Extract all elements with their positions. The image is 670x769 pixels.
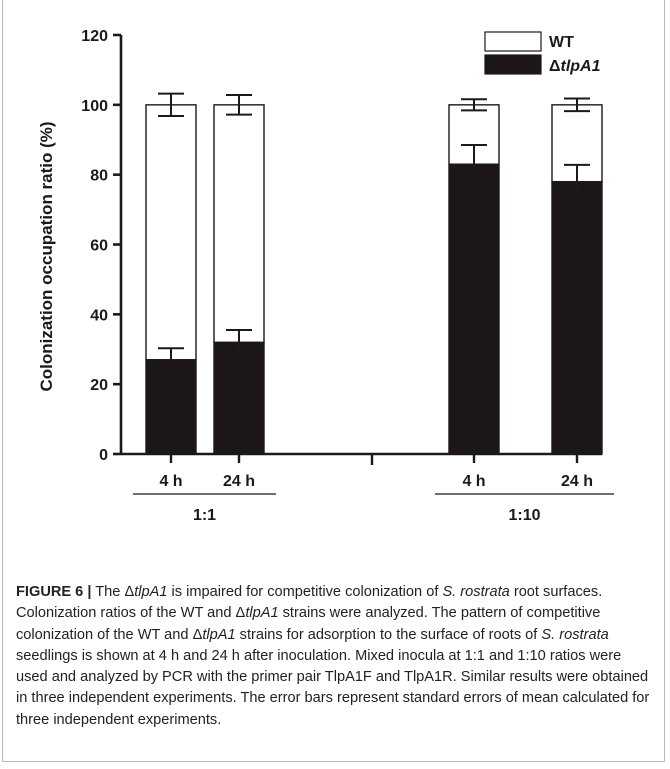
chart-bars xyxy=(145,92,603,455)
y-tick-label: 0 xyxy=(99,447,108,464)
figure-caption: FIGURE 6 | The ΔtlpA1 is impaired for co… xyxy=(16,582,656,731)
caption-italic: tlpA1 xyxy=(134,584,168,600)
bar-segment xyxy=(145,104,197,361)
x-tick-label: 4 h xyxy=(462,473,485,490)
caption-italic: tlpA1 xyxy=(202,626,236,643)
group-label: 1:1 xyxy=(193,507,216,524)
y-axis-label: Colonization occupation ratio (%) xyxy=(37,121,56,391)
legend-delta: Δ xyxy=(549,58,561,75)
group-label: 1:10 xyxy=(508,507,540,524)
bar-segment xyxy=(213,104,265,343)
caption-text: is impaired for competitive colonization… xyxy=(167,584,443,600)
bar-segment xyxy=(145,359,197,455)
x-tick-label: 24 h xyxy=(223,473,255,490)
x-tick-label: 24 h xyxy=(561,473,593,490)
y-tick-label: 60 xyxy=(90,238,108,255)
caption-italic: tlpA1 xyxy=(245,605,279,622)
chart-axes: 0 20 40 60 80 100 120 Colonization occupation r… xyxy=(37,28,614,524)
caption-text: root surfaces. Colonization ratios of th… xyxy=(16,584,603,622)
legend-swatch-mutant xyxy=(484,54,542,75)
stacked-bar-chart: 0 20 40 60 80 100 120 Colonization occupation r… xyxy=(37,28,614,524)
legend-label-mutant: ΔtlpA1 xyxy=(549,58,601,75)
bar-segment xyxy=(551,180,603,455)
caption-italic: S. rostrata xyxy=(442,584,510,600)
caption-text: seedlings is shown at 4 h and 24 h after… xyxy=(16,647,650,728)
legend-label-wt: WT xyxy=(549,34,574,51)
caption-label: FIGURE 6 | xyxy=(16,584,92,600)
y-tick-label: 40 xyxy=(90,307,108,324)
y-tick-label: 80 xyxy=(90,168,108,185)
legend-swatch-wt xyxy=(484,31,542,52)
bar-segment xyxy=(448,163,500,455)
y-tick-label: 20 xyxy=(90,377,108,394)
caption-text: The Δ xyxy=(91,584,135,600)
x-tick-label: 4 h xyxy=(159,473,182,490)
y-tick-label: 120 xyxy=(81,28,108,45)
y-tick-label: 100 xyxy=(81,98,108,115)
legend-gene: tlpA1 xyxy=(561,58,601,75)
caption-text: strains were analyzed. The pattern of co… xyxy=(16,605,601,643)
chart-legend: WT ΔtlpA1 xyxy=(484,31,601,75)
caption-text: strains for adsorption to the surface of… xyxy=(235,626,542,643)
caption-italic: S. rostrata xyxy=(541,626,609,643)
bar-segment xyxy=(213,341,265,455)
